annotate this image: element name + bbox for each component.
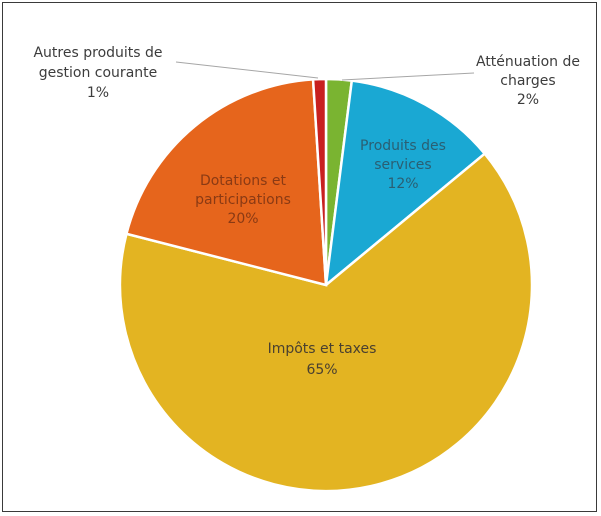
data-label-autres-produits-de-gestion-courante: Autres produits de gestion courante 1%	[33, 45, 162, 101]
pie-slice-produits-des-services	[324, 79, 487, 288]
data-label-dotations-et-participations: Dotations et participations 20%	[195, 173, 291, 227]
data-label-impots-et-taxes: Impôts et taxes 65%	[268, 341, 377, 378]
leader-line-attenuation-de-charges	[341, 72, 475, 81]
pie-slice-autres-produits-de-gestion-courante	[311, 77, 328, 286]
pie-slice-dotations-et-participations	[124, 78, 328, 287]
data-label-produits-des-services: Produits des services 12%	[360, 138, 446, 192]
pie-slice-impots-et-taxes	[118, 151, 534, 493]
leader-line-autres-produits-de-gestion-courante	[175, 61, 319, 79]
data-label-attenuation-de-charges: Atténuation de charges 2%	[476, 54, 580, 108]
